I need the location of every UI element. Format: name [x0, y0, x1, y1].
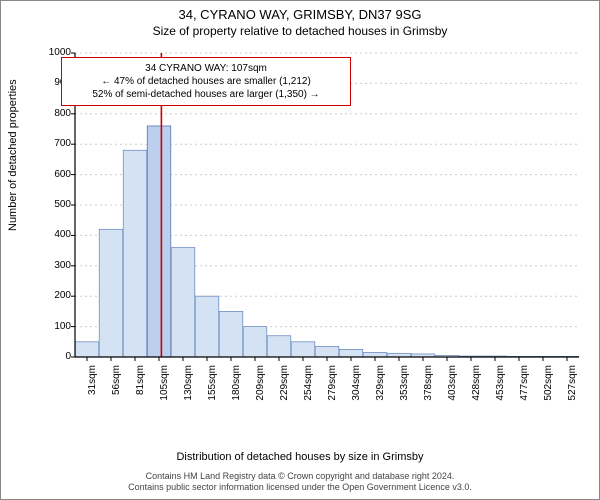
- y-tick: 400: [37, 229, 71, 240]
- x-axis-label: Distribution of detached houses by size …: [1, 451, 599, 463]
- y-tick: 500: [37, 199, 71, 210]
- x-tick: 502sqm: [543, 365, 554, 405]
- x-tick: 304sqm: [351, 365, 362, 405]
- x-tick: 353sqm: [399, 365, 410, 405]
- y-tick: 700: [37, 138, 71, 149]
- x-tick: 477sqm: [519, 365, 530, 405]
- x-tick: 254sqm: [303, 365, 314, 405]
- chart-subtitle: Size of property relative to detached ho…: [1, 24, 599, 38]
- x-tick: 155sqm: [207, 365, 218, 405]
- copyright-block: Contains HM Land Registry data © Crown c…: [1, 471, 599, 494]
- x-tick: 56sqm: [111, 365, 122, 405]
- x-tick: 279sqm: [327, 365, 338, 405]
- y-tick: 100: [37, 321, 71, 332]
- x-tick: 180sqm: [231, 365, 242, 405]
- x-tick: 105sqm: [159, 365, 170, 405]
- copyright-line1: Contains HM Land Registry data © Crown c…: [1, 471, 599, 482]
- y-tick: 200: [37, 290, 71, 301]
- x-tick: 81sqm: [135, 365, 146, 405]
- x-tick: 428sqm: [471, 365, 482, 405]
- address-title: 34, CYRANO WAY, GRIMSBY, DN37 9SG: [1, 7, 599, 22]
- x-tick: 209sqm: [255, 365, 266, 405]
- copyright-line2: Contains public sector information licen…: [1, 482, 599, 493]
- figure-container: 34, CYRANO WAY, GRIMSBY, DN37 9SG Size o…: [0, 0, 600, 500]
- y-tick: 300: [37, 260, 71, 271]
- y-tick: 0: [37, 351, 71, 362]
- x-tick: 527sqm: [567, 365, 578, 405]
- x-tick: 403sqm: [447, 365, 458, 405]
- y-tick: 800: [37, 108, 71, 119]
- callout-line3: 52% of semi-detached houses are larger (…: [68, 88, 344, 101]
- x-tick: 229sqm: [279, 365, 290, 405]
- x-tick: 329sqm: [375, 365, 386, 405]
- x-tick: 453sqm: [495, 365, 506, 405]
- y-axis-label: Number of detached properties: [7, 79, 19, 231]
- title-block: 34, CYRANO WAY, GRIMSBY, DN37 9SG Size o…: [1, 7, 599, 38]
- x-tick: 31sqm: [87, 365, 98, 405]
- x-tick: 378sqm: [423, 365, 434, 405]
- callout-box: 34 CYRANO WAY: 107sqm ← 47% of detached …: [61, 57, 351, 106]
- x-tick: 130sqm: [183, 365, 194, 405]
- y-tick: 600: [37, 169, 71, 180]
- callout-line2: ← 47% of detached houses are smaller (1,…: [68, 75, 344, 88]
- callout-line1: 34 CYRANO WAY: 107sqm: [68, 62, 344, 75]
